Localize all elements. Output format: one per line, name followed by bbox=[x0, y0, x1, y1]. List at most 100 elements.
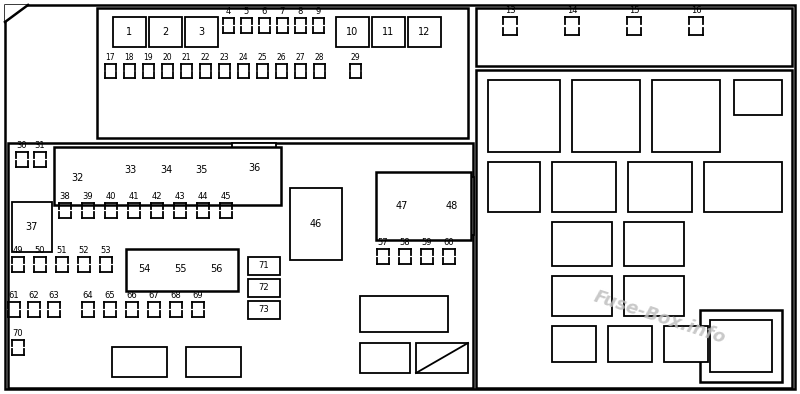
Bar bbox=[112, 347, 167, 377]
Bar bbox=[608, 326, 652, 362]
Text: 28: 28 bbox=[314, 53, 324, 62]
Bar bbox=[710, 320, 772, 372]
Text: 5: 5 bbox=[243, 7, 249, 16]
Text: 1: 1 bbox=[126, 27, 132, 37]
Text: 61: 61 bbox=[9, 291, 19, 300]
Bar bbox=[408, 17, 441, 47]
Bar bbox=[114, 150, 147, 190]
Text: 13: 13 bbox=[505, 6, 515, 15]
Bar bbox=[624, 222, 684, 266]
Text: 19: 19 bbox=[143, 53, 153, 62]
Bar bbox=[552, 162, 616, 212]
Text: 17: 17 bbox=[105, 53, 115, 62]
Text: 55: 55 bbox=[174, 264, 186, 274]
Bar bbox=[12, 202, 52, 252]
Bar bbox=[113, 17, 146, 47]
Text: 36: 36 bbox=[248, 163, 260, 173]
Bar bbox=[232, 143, 276, 193]
Bar bbox=[248, 257, 280, 275]
Bar bbox=[552, 276, 612, 316]
Text: 12: 12 bbox=[418, 27, 430, 37]
Bar bbox=[126, 249, 238, 291]
Text: 10: 10 bbox=[346, 27, 358, 37]
Bar bbox=[734, 80, 782, 115]
Bar bbox=[476, 70, 792, 388]
Text: 68: 68 bbox=[170, 291, 182, 300]
Text: 38: 38 bbox=[60, 192, 70, 201]
Text: 52: 52 bbox=[78, 246, 90, 255]
Text: 33: 33 bbox=[124, 165, 136, 175]
Text: 25: 25 bbox=[257, 53, 267, 62]
Text: 3: 3 bbox=[198, 27, 204, 37]
Text: 11: 11 bbox=[382, 27, 394, 37]
Text: Fuse-Box.info: Fuse-Box.info bbox=[592, 288, 728, 348]
Text: 54: 54 bbox=[138, 264, 150, 274]
Text: 43: 43 bbox=[174, 192, 186, 201]
Text: 65: 65 bbox=[105, 291, 115, 300]
Text: 44: 44 bbox=[198, 192, 208, 201]
Bar bbox=[200, 252, 233, 287]
Bar bbox=[164, 252, 197, 287]
Text: 67: 67 bbox=[149, 291, 159, 300]
Text: 40: 40 bbox=[106, 192, 116, 201]
Bar bbox=[416, 343, 468, 373]
Text: 14: 14 bbox=[566, 6, 578, 15]
Text: 49: 49 bbox=[13, 246, 23, 255]
Text: 64: 64 bbox=[82, 291, 94, 300]
Bar bbox=[360, 343, 410, 373]
Bar bbox=[54, 147, 281, 205]
Bar bbox=[376, 172, 471, 240]
Bar bbox=[628, 162, 692, 212]
Bar bbox=[488, 80, 560, 152]
Text: 23: 23 bbox=[219, 53, 229, 62]
Text: 70: 70 bbox=[13, 329, 23, 338]
Bar bbox=[150, 150, 183, 190]
Bar bbox=[552, 222, 612, 266]
Bar bbox=[97, 8, 468, 138]
Bar bbox=[572, 80, 640, 152]
Text: 16: 16 bbox=[690, 6, 702, 15]
Text: 30: 30 bbox=[17, 141, 27, 150]
Bar bbox=[430, 177, 474, 235]
Bar bbox=[149, 17, 182, 47]
Text: 45: 45 bbox=[221, 192, 231, 201]
Text: 47: 47 bbox=[396, 201, 408, 211]
Bar bbox=[360, 296, 448, 332]
Text: 69: 69 bbox=[193, 291, 203, 300]
Bar bbox=[290, 188, 342, 260]
Bar bbox=[8, 143, 473, 388]
Text: 32: 32 bbox=[71, 173, 83, 183]
Text: 41: 41 bbox=[129, 192, 139, 201]
Text: 21: 21 bbox=[182, 53, 190, 62]
Bar bbox=[624, 276, 684, 316]
Text: 71: 71 bbox=[258, 262, 270, 271]
Text: 29: 29 bbox=[350, 53, 360, 62]
Bar bbox=[704, 162, 782, 212]
Text: 34: 34 bbox=[160, 165, 172, 175]
Text: 72: 72 bbox=[258, 284, 270, 292]
Bar bbox=[185, 17, 218, 47]
Bar bbox=[248, 301, 280, 319]
Text: 31: 31 bbox=[34, 141, 46, 150]
Bar bbox=[552, 326, 596, 362]
Text: 26: 26 bbox=[276, 53, 286, 62]
Text: 7: 7 bbox=[279, 7, 285, 16]
Polygon shape bbox=[5, 5, 28, 22]
Bar bbox=[380, 177, 424, 235]
Text: 56: 56 bbox=[210, 264, 222, 274]
Text: 66: 66 bbox=[126, 291, 138, 300]
Bar bbox=[56, 150, 98, 205]
Text: 18: 18 bbox=[124, 53, 134, 62]
Bar bbox=[248, 279, 280, 297]
Bar bbox=[476, 8, 792, 66]
Text: 2: 2 bbox=[162, 27, 168, 37]
Text: 62: 62 bbox=[29, 291, 39, 300]
Bar bbox=[700, 310, 782, 382]
Text: 8: 8 bbox=[298, 7, 302, 16]
Text: 27: 27 bbox=[295, 53, 305, 62]
Text: 63: 63 bbox=[49, 291, 59, 300]
Text: 35: 35 bbox=[196, 165, 208, 175]
Text: 22: 22 bbox=[200, 53, 210, 62]
Text: 57: 57 bbox=[378, 238, 388, 247]
Bar bbox=[488, 162, 540, 212]
